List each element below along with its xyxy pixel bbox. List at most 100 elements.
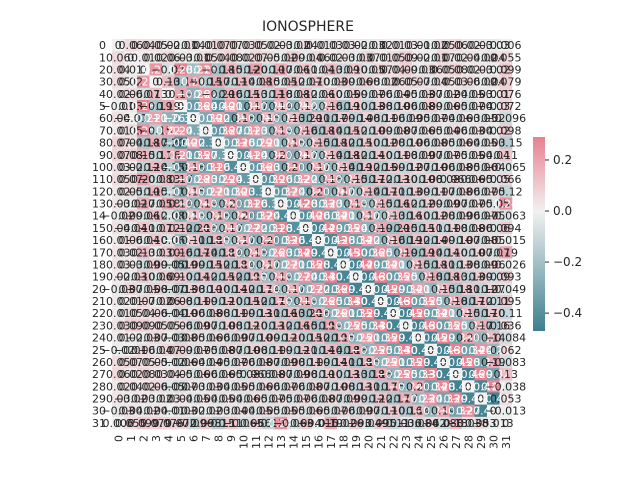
cell-annotation: −0.08 xyxy=(189,307,223,320)
cell-annotation: 0.24 xyxy=(244,149,269,162)
heatmap-cell xyxy=(437,160,450,174)
cell-annotation: 0.04 xyxy=(481,161,506,174)
cell-annotation: 0.16 xyxy=(194,222,219,235)
x-tick-label: 26 xyxy=(437,435,450,449)
heatmap-cell xyxy=(224,39,238,52)
cell-annotation: −0.13 xyxy=(389,185,423,198)
heatmap-cell xyxy=(424,209,438,223)
heatmap-cell xyxy=(499,355,513,369)
heatmap-cell xyxy=(162,99,175,113)
cell-annotation: 0.29 xyxy=(331,283,356,296)
cell-annotation: −0.02 xyxy=(264,51,298,64)
heatmap-cell xyxy=(449,112,463,125)
heatmap-cell xyxy=(224,185,238,198)
cell-annotation: −0.21 xyxy=(339,185,373,198)
cell-annotation: 0.19 xyxy=(294,295,319,308)
heatmap-cell xyxy=(199,234,213,247)
heatmap-cell xyxy=(137,209,150,223)
heatmap-cell xyxy=(399,148,413,162)
cell-annotation: −0.45 xyxy=(401,344,435,357)
cell-annotation: 0 xyxy=(202,124,209,137)
cell-annotation: 0.29 xyxy=(356,307,381,320)
cell-annotation: 0.23 xyxy=(194,173,219,186)
cell-annotation: −0.03 xyxy=(151,332,185,345)
heatmap-cell xyxy=(274,75,288,89)
cell-annotation: 0.19 xyxy=(394,246,419,259)
cell-annotation: 0.08 xyxy=(331,380,356,393)
cell-annotation: 0.13 xyxy=(344,368,369,381)
cell-annotation: 0.22 xyxy=(156,124,181,137)
cell-annotation: −0.25 xyxy=(426,295,460,308)
heatmap-cell xyxy=(349,355,363,369)
cell-annotation: 0.06 xyxy=(406,137,431,150)
cell-annotation: 0.06 xyxy=(131,344,156,357)
cell-annotation: 0.053 xyxy=(490,393,522,406)
cell-annotation: 0.01 xyxy=(119,295,144,308)
cell-annotation: −0.06 xyxy=(339,76,373,89)
cell-annotation: 0.13 xyxy=(156,76,181,89)
heatmap-cell xyxy=(499,331,513,344)
heatmap-cell xyxy=(287,246,300,259)
heatmap-cell xyxy=(374,124,388,137)
x-tick-label: 27 xyxy=(450,435,463,449)
cell-annotation: 0.09 xyxy=(131,319,156,332)
cell-annotation: −0.03 xyxy=(401,88,435,101)
cell-annotation: −0.18 xyxy=(214,258,248,271)
cell-annotation: 0.14 xyxy=(269,100,294,113)
heatmap-cell xyxy=(412,355,425,369)
heatmap-cell xyxy=(274,246,288,259)
cell-annotation: 0.10 xyxy=(206,283,231,296)
heatmap-cell xyxy=(262,380,275,393)
heatmap-cell xyxy=(387,39,400,52)
cell-annotation: 0.05 xyxy=(269,393,294,406)
cell-annotation: −0.37 xyxy=(251,198,285,211)
heatmap-cell xyxy=(474,392,488,405)
cell-annotation: 0.22 xyxy=(244,222,269,235)
cell-annotation: −0.02 xyxy=(426,88,460,101)
heatmap-cell xyxy=(462,258,475,271)
cell-annotation: −0.31 xyxy=(189,161,223,174)
cell-annotation: −0.35 xyxy=(214,112,248,125)
cell-annotation: 0.08 xyxy=(219,51,244,64)
cell-annotation: −0.19 xyxy=(326,100,360,113)
cell-annotation: 0.19 xyxy=(169,88,194,101)
x-tick-label: 19 xyxy=(350,435,363,449)
heatmap-cell xyxy=(474,112,488,125)
heatmap-cell xyxy=(462,307,475,320)
cell-annotation: 0.23 xyxy=(144,63,169,76)
heatmap-annotations: 00.060.040.050.02−0.010.040.010.070.070.… xyxy=(101,39,526,430)
cell-annotation: −0.02 xyxy=(464,76,498,89)
heatmap-cell xyxy=(437,380,450,393)
heatmap-cell xyxy=(149,294,163,308)
heatmap-cell xyxy=(299,87,313,101)
cell-annotation: 0.01 xyxy=(381,39,406,52)
heatmap-cell xyxy=(124,197,138,210)
heatmap-cell xyxy=(187,282,200,296)
heatmap-cell xyxy=(449,87,463,101)
cell-annotation: −0.19 xyxy=(401,246,435,259)
heatmap-cell xyxy=(137,75,150,89)
cell-annotation: −0.18 xyxy=(339,356,373,369)
heatmap-cell xyxy=(224,392,238,405)
cell-annotation: −0.31 xyxy=(264,161,298,174)
cell-annotation: −0.08 xyxy=(414,137,448,150)
cell-annotation: −0.11 xyxy=(376,417,410,430)
heatmap-cell xyxy=(112,355,125,369)
heatmap-cell xyxy=(474,39,488,52)
cell-annotation: −0.34 xyxy=(376,344,410,357)
heatmap-cell xyxy=(374,380,388,393)
cell-annotation: 0.15 xyxy=(206,234,231,247)
heatmap-cell xyxy=(324,99,338,113)
heatmap-cell xyxy=(237,343,250,357)
heatmap-cell xyxy=(437,392,450,405)
heatmap-cell xyxy=(174,368,188,381)
heatmap-cell xyxy=(262,258,275,271)
heatmap-cell xyxy=(149,234,163,247)
heatmap-cell xyxy=(462,51,475,64)
heatmap-cell xyxy=(437,221,450,235)
heatmap-cell xyxy=(162,234,175,247)
heatmap-cell xyxy=(499,75,513,89)
heatmap-cell xyxy=(287,63,300,76)
cell-annotation: 0.05 xyxy=(394,88,419,101)
heatmap-cell xyxy=(287,136,300,149)
